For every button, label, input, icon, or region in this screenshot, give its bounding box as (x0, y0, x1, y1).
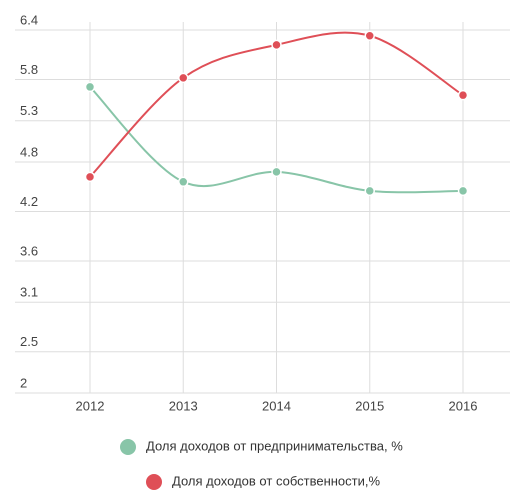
data-point (178, 176, 189, 188)
data-point (84, 171, 96, 183)
data-point (364, 30, 375, 42)
legend-marker (120, 439, 136, 455)
y-tick-label: 2.5 (20, 334, 38, 349)
legend-label: Доля доходов от собственности,% (172, 473, 380, 488)
data-point (271, 39, 282, 51)
legend-label: Доля доходов от предпринимательства, % (146, 438, 403, 453)
x-tick-label: 2012 (76, 398, 105, 413)
data-point (457, 89, 469, 101)
data-point (84, 81, 96, 93)
x-tick-label: 2016 (449, 398, 478, 413)
y-tick-label: 3.6 (20, 243, 38, 258)
y-tick-label: 5.3 (20, 103, 38, 118)
data-point (364, 185, 375, 197)
y-tick-label: 6.4 (20, 12, 38, 27)
y-tick-label: 5.8 (20, 62, 38, 77)
legend-marker (146, 474, 162, 490)
y-tick-label: 4.8 (20, 144, 38, 159)
y-tick-label: 3.1 (20, 285, 38, 300)
data-point (457, 185, 469, 197)
x-tick-label: 2013 (169, 398, 198, 413)
data-point (271, 166, 282, 178)
data-point (178, 72, 189, 84)
x-tick-label: 2014 (262, 398, 291, 413)
y-tick-label: 2 (20, 375, 27, 390)
y-tick-label: 4.2 (20, 194, 38, 209)
x-tick-label: 2015 (355, 398, 384, 413)
